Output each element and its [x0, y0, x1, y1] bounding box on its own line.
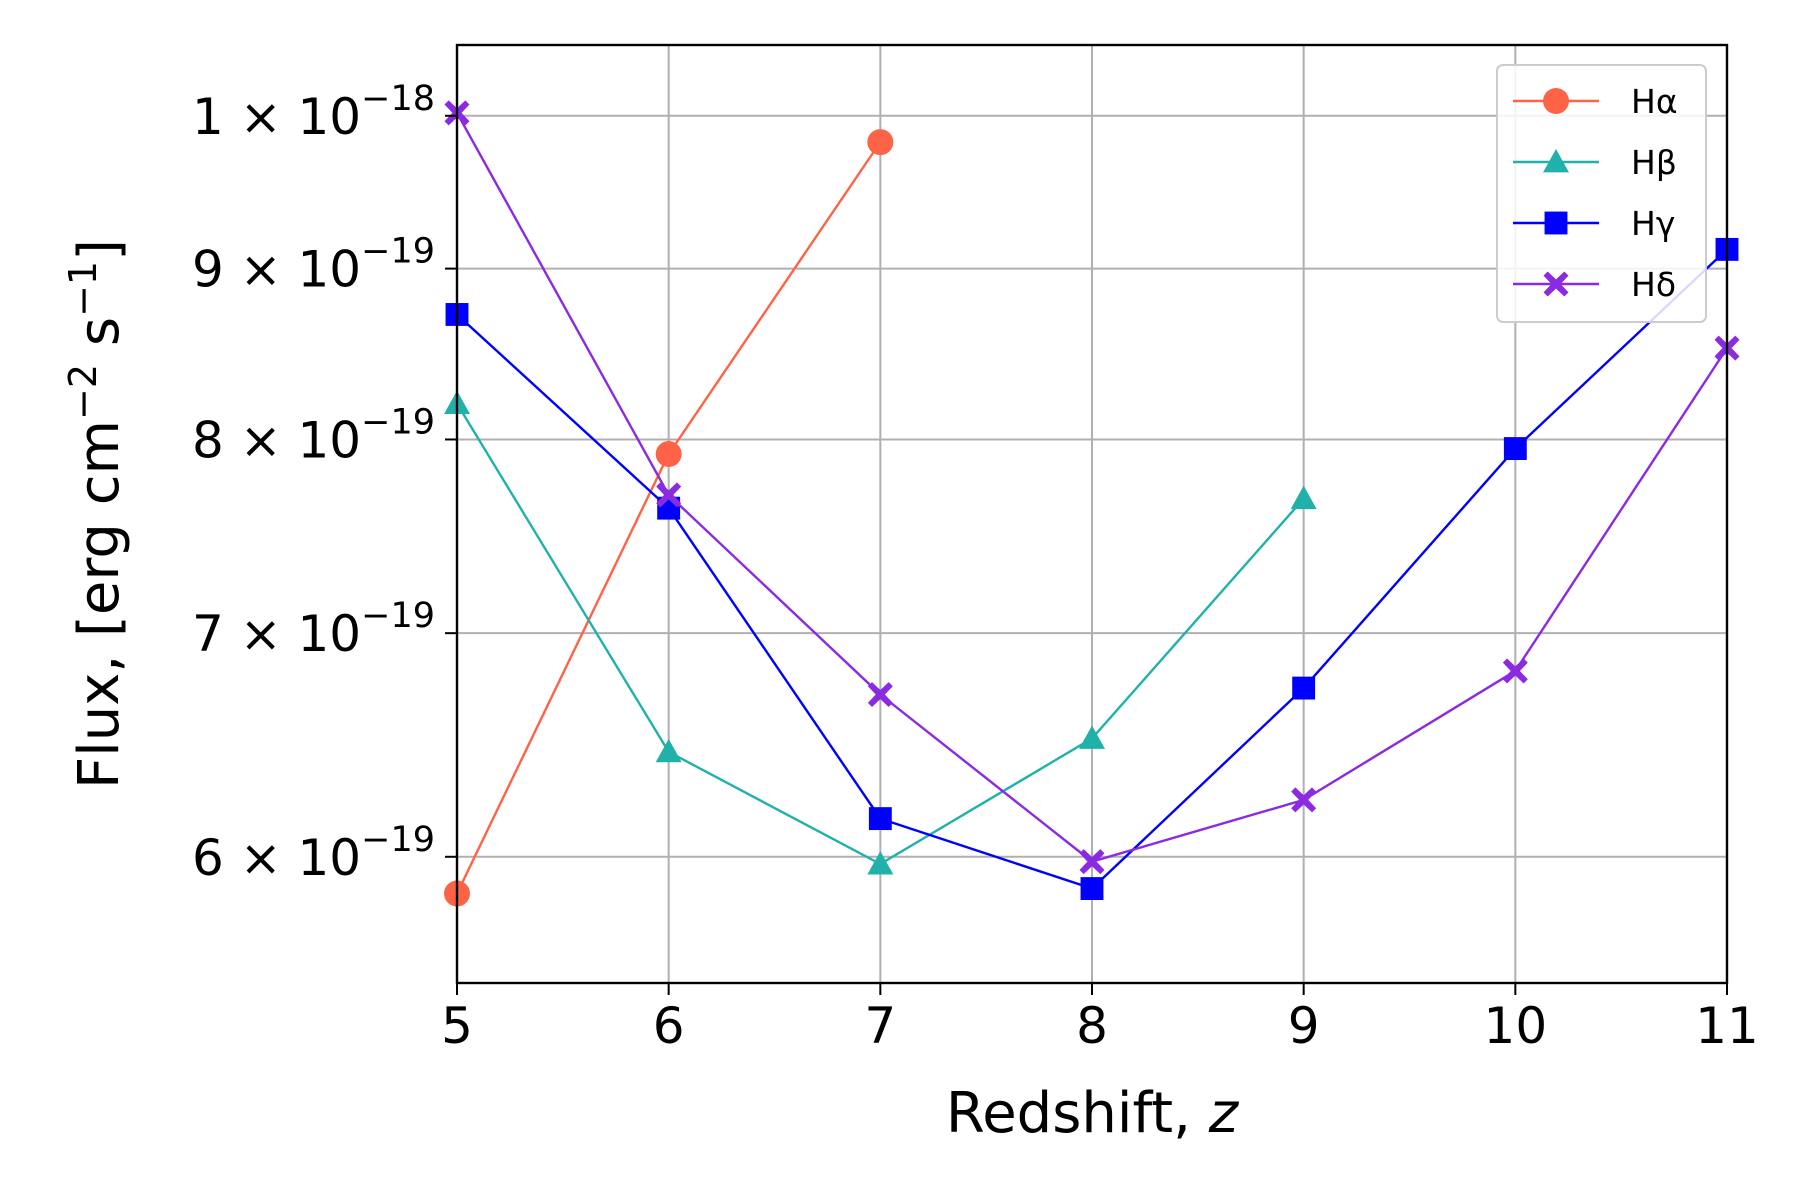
x-axis-label-variable: z: [1208, 1081, 1240, 1146]
y-axis-label-end: ]: [67, 239, 132, 261]
y-tick-exponent: −19: [361, 232, 435, 272]
x-tick-label: 9: [1288, 997, 1320, 1055]
data-point-square: [1292, 676, 1316, 700]
x-axis-label: Redshift, z: [946, 1081, 1240, 1146]
y-tick-label: 8 × 10−19: [192, 402, 435, 469]
legend-entry: Hγ: [1513, 204, 1675, 243]
x-tick-label: 5: [441, 997, 473, 1055]
legend: Hα Hβ Hγ Hδ: [1496, 64, 1707, 323]
y-tick-exponent: −19: [361, 820, 435, 860]
y-tick-label: 7 × 10−19: [192, 596, 435, 663]
data-point-triangle: [1543, 149, 1569, 173]
data-point-square: [1544, 211, 1568, 235]
y-tick-label: 1 × 10−18: [192, 79, 435, 146]
legend-box: [1496, 64, 1707, 323]
y-tick-mantissa: 6 × 10: [192, 829, 361, 887]
data-point-x: [867, 682, 893, 708]
data-point-triangle: [1079, 725, 1105, 749]
y-axis-ticks: 6 × 10−197 × 10−198 × 10−199 × 10−191 × …: [192, 79, 457, 887]
legend-entry: Hα: [1513, 82, 1678, 121]
y-tick-mantissa: 1 × 10: [192, 88, 361, 146]
legend-label: Hα: [1631, 82, 1678, 121]
y-axis-label-exp1: −2: [61, 364, 105, 420]
data-point-triangle: [1290, 485, 1317, 510]
data-point-square: [1503, 437, 1527, 461]
data-point-circle: [655, 441, 682, 468]
y-tick-mantissa: 7 × 10: [192, 605, 361, 663]
y-tick-label: 9 × 10−19: [192, 232, 435, 299]
y-tick-exponent: −19: [361, 402, 435, 442]
series-triangle: [444, 390, 1317, 875]
data-point-triangle: [867, 851, 894, 875]
y-axis-label-mid: s: [67, 317, 132, 364]
x-axis-label-prefix: Redshift,: [946, 1081, 1209, 1146]
data-point-circle: [1543, 88, 1569, 114]
legend-entry: Hβ: [1513, 143, 1677, 182]
y-tick-exponent: −18: [361, 79, 435, 119]
data-point-circle: [867, 129, 894, 156]
y-axis-label-main: Flux, [erg cm: [67, 420, 132, 789]
series-layer: [444, 100, 1740, 907]
data-point-square: [868, 807, 892, 831]
x-axis-ticks: 5 6 7 8 9 10 11: [441, 983, 1759, 1055]
data-point-x: [656, 482, 682, 508]
data-point-triangle: [655, 738, 682, 763]
data-point-x: [1502, 658, 1528, 684]
x-tick-label: 6: [653, 997, 685, 1055]
y-axis-label: Flux, [erg cm−2 s−1]: [61, 239, 132, 789]
data-point-x: [1543, 271, 1569, 297]
legend-label: Hβ: [1631, 143, 1677, 182]
legend-label: Hδ: [1631, 265, 1676, 304]
x-tick-label: 10: [1484, 997, 1548, 1055]
data-point-square: [1080, 877, 1104, 900]
y-tick-label: 6 × 10−19: [192, 820, 435, 887]
x-tick-label: 7: [864, 997, 896, 1055]
y-tick-exponent: −19: [361, 596, 435, 636]
y-axis-label-exp2: −1: [61, 261, 105, 317]
legend-label: Hγ: [1631, 204, 1675, 243]
y-tick-mantissa: 9 × 10: [192, 241, 361, 299]
x-tick-label: 11: [1695, 997, 1759, 1055]
data-point-x: [1079, 849, 1105, 875]
data-point-x: [1291, 787, 1317, 813]
legend-entry: Hδ: [1513, 265, 1676, 304]
x-tick-label: 8: [1076, 997, 1108, 1055]
y-tick-mantissa: 8 × 10: [192, 411, 361, 469]
